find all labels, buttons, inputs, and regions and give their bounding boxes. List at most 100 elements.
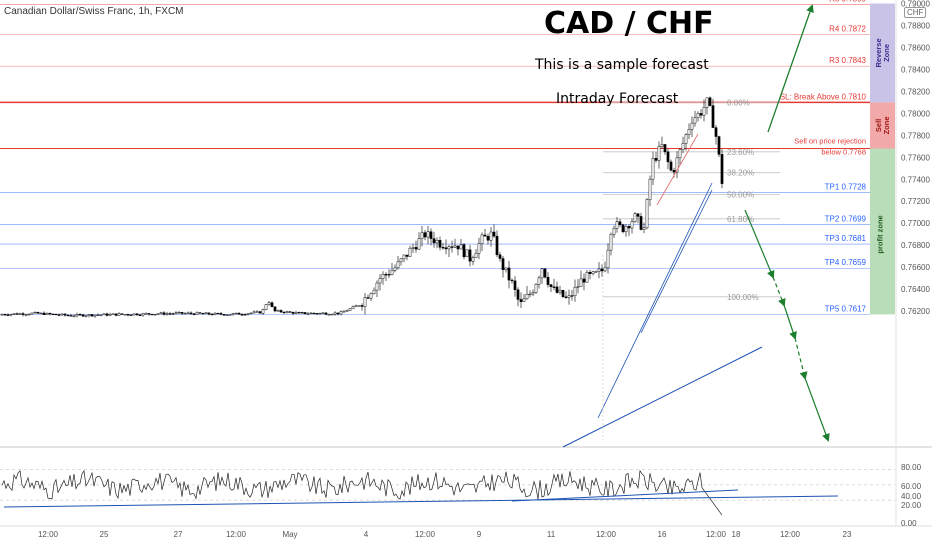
candle[interactable] xyxy=(552,286,556,288)
candle[interactable] xyxy=(567,295,571,298)
candle[interactable] xyxy=(429,231,433,239)
candle[interactable] xyxy=(507,267,511,281)
candle[interactable] xyxy=(480,234,484,244)
candle[interactable] xyxy=(102,313,106,316)
candle[interactable] xyxy=(405,254,409,257)
candle[interactable] xyxy=(141,313,145,316)
candle[interactable] xyxy=(219,313,223,315)
candle[interactable] xyxy=(249,312,253,314)
candle[interactable] xyxy=(570,295,574,297)
candle[interactable] xyxy=(39,312,43,315)
candle[interactable] xyxy=(606,249,610,269)
candle[interactable] xyxy=(177,311,181,314)
candle[interactable] xyxy=(9,314,13,316)
candle[interactable] xyxy=(15,313,19,315)
candle[interactable] xyxy=(117,313,121,316)
candle[interactable] xyxy=(687,129,691,135)
candle[interactable] xyxy=(471,257,475,262)
candle[interactable] xyxy=(360,305,364,307)
candle[interactable] xyxy=(540,268,544,279)
candle[interactable] xyxy=(48,312,52,315)
candle[interactable] xyxy=(672,170,676,173)
candle[interactable] xyxy=(30,312,34,315)
candle[interactable] xyxy=(90,314,94,317)
candle[interactable] xyxy=(18,313,22,315)
candle[interactable] xyxy=(621,224,625,233)
candle[interactable] xyxy=(519,299,523,302)
candle[interactable] xyxy=(432,238,436,244)
candle[interactable] xyxy=(636,213,640,217)
candle[interactable] xyxy=(24,314,28,316)
candle[interactable] xyxy=(144,313,148,315)
rising-trendline-red[interactable] xyxy=(656,133,699,206)
candle[interactable] xyxy=(630,221,634,229)
candle[interactable] xyxy=(573,286,577,296)
candle[interactable] xyxy=(285,311,289,313)
candle[interactable] xyxy=(657,146,661,161)
breakout-arrow[interactable] xyxy=(767,4,814,133)
candle[interactable] xyxy=(435,240,439,244)
candle[interactable] xyxy=(450,246,454,248)
candle[interactable] xyxy=(489,231,493,241)
candle[interactable] xyxy=(579,278,583,287)
candle[interactable] xyxy=(585,272,589,283)
candle[interactable] xyxy=(351,306,355,309)
candle[interactable] xyxy=(114,313,118,316)
forecast-arrow-segment[interactable] xyxy=(772,276,786,307)
candle[interactable] xyxy=(123,314,127,316)
candle[interactable] xyxy=(321,312,325,314)
candle[interactable] xyxy=(345,310,349,312)
candle[interactable] xyxy=(261,309,265,314)
candle[interactable] xyxy=(276,310,280,312)
candle[interactable] xyxy=(132,313,136,316)
candle[interactable] xyxy=(237,312,241,315)
candle[interactable] xyxy=(654,158,658,161)
rising-trendline-mid[interactable] xyxy=(640,189,713,334)
candle[interactable] xyxy=(408,248,412,257)
currency-badge[interactable]: CHF xyxy=(904,7,927,18)
candle[interactable] xyxy=(315,313,319,315)
candle[interactable] xyxy=(246,313,250,315)
candle[interactable] xyxy=(84,315,88,317)
candle[interactable] xyxy=(195,312,199,315)
candle[interactable] xyxy=(600,268,604,272)
candle[interactable] xyxy=(474,253,478,258)
candle[interactable] xyxy=(684,134,688,144)
candle[interactable] xyxy=(42,312,46,315)
candle[interactable] xyxy=(594,271,598,273)
candle[interactable] xyxy=(387,274,391,276)
rsi-trendline-long[interactable] xyxy=(3,495,839,508)
candle[interactable] xyxy=(309,312,313,315)
candle[interactable] xyxy=(150,313,154,316)
candle[interactable] xyxy=(12,313,16,315)
candle[interactable] xyxy=(204,312,208,314)
candle[interactable] xyxy=(522,298,526,302)
candle[interactable] xyxy=(603,267,607,272)
candle[interactable] xyxy=(633,213,637,222)
candle[interactable] xyxy=(354,305,358,307)
candle[interactable] xyxy=(441,247,445,249)
candle[interactable] xyxy=(228,314,232,316)
candle[interactable] xyxy=(465,249,469,258)
candle[interactable] xyxy=(207,312,211,315)
candle[interactable] xyxy=(363,297,367,307)
rsi-line[interactable] xyxy=(1,469,723,516)
candle[interactable] xyxy=(537,277,541,285)
candle[interactable] xyxy=(627,226,631,229)
forecast-arrow-segment[interactable] xyxy=(794,337,808,380)
candle[interactable] xyxy=(168,313,172,315)
candle[interactable] xyxy=(390,270,394,275)
candle[interactable] xyxy=(597,268,601,272)
candle[interactable] xyxy=(564,296,568,298)
candle[interactable] xyxy=(366,297,370,299)
candle[interactable] xyxy=(696,113,700,119)
candle[interactable] xyxy=(414,247,418,250)
candle[interactable] xyxy=(165,313,169,315)
candle[interactable] xyxy=(0,314,4,316)
candle[interactable] xyxy=(288,311,292,313)
candle[interactable] xyxy=(513,280,517,290)
candle[interactable] xyxy=(642,227,646,230)
candle[interactable] xyxy=(369,293,373,299)
candle[interactable] xyxy=(27,313,31,316)
